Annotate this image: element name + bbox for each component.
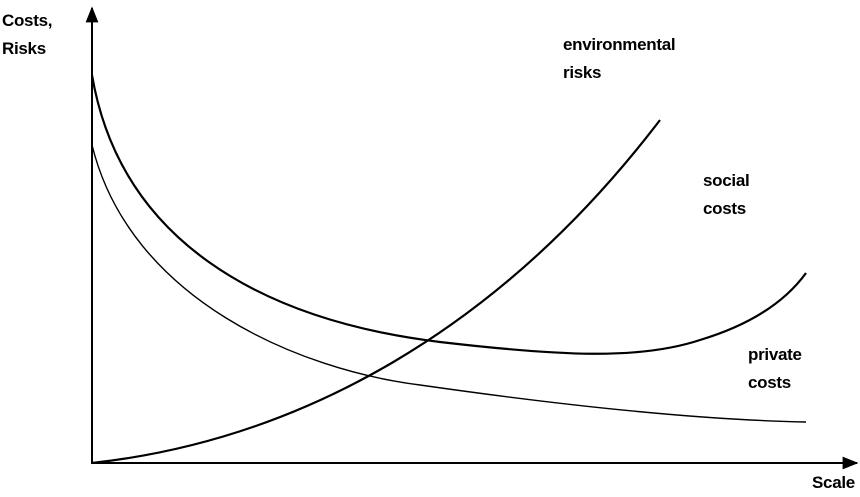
private-costs-curve <box>91 144 807 423</box>
curve-label: costs <box>703 199 746 218</box>
curve-label: environmental <box>563 35 675 54</box>
x-axis-label: Scale <box>812 473 855 492</box>
curve-label: risks <box>563 63 601 82</box>
environmental-risks-curve <box>91 119 661 465</box>
curve-label: costs <box>748 373 791 392</box>
y-axis-label: Risks <box>2 39 46 58</box>
curve-label: private <box>748 345 802 364</box>
y-axis-label: Costs, <box>2 11 52 30</box>
social-costs-curve <box>90 74 807 355</box>
curve-label: social <box>703 171 749 190</box>
